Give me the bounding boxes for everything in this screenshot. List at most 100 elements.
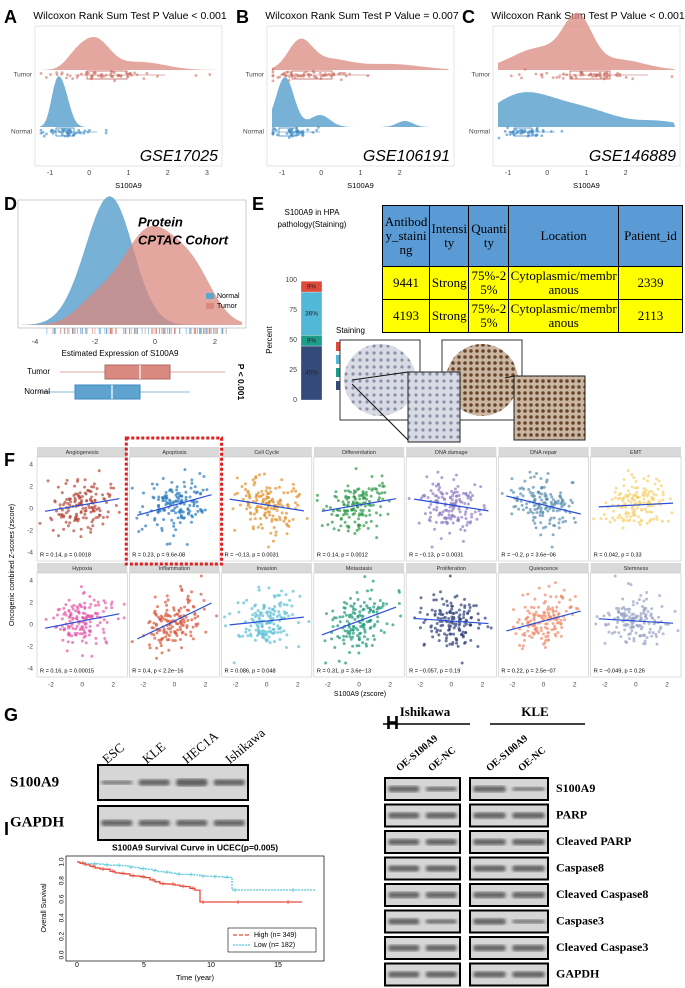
- point: [64, 482, 68, 486]
- point: [179, 507, 183, 511]
- point: [78, 131, 82, 135]
- point: [271, 627, 275, 631]
- point: [290, 613, 294, 617]
- point: [256, 633, 260, 637]
- stat-label: R = −0.13, p = 0.0031: [409, 552, 463, 558]
- y-axis-label: Percent: [265, 325, 274, 353]
- point: [461, 525, 465, 529]
- point: [561, 76, 565, 80]
- facet-title: Invasion: [256, 566, 277, 572]
- point: [233, 528, 237, 532]
- point: [278, 604, 282, 608]
- point: [522, 487, 526, 491]
- p-value: P < 0.001: [236, 364, 246, 401]
- point: [65, 73, 69, 77]
- censor: [191, 886, 195, 891]
- point: [122, 616, 126, 620]
- point: [550, 545, 554, 549]
- point: [276, 631, 280, 635]
- stat-label: R = 0.14, p = 0.0012: [317, 552, 368, 558]
- point: [540, 486, 544, 490]
- facet-panel: [405, 456, 497, 562]
- point: [179, 619, 183, 623]
- point: [419, 596, 423, 600]
- x-tick-label: -1: [505, 170, 511, 177]
- point: [548, 522, 552, 526]
- point: [613, 574, 617, 578]
- point: [172, 524, 176, 528]
- density: [498, 12, 675, 70]
- point: [454, 473, 458, 477]
- point: [536, 506, 540, 510]
- point: [465, 523, 469, 527]
- point: [353, 617, 357, 621]
- blot-band: [176, 778, 208, 787]
- point: [518, 128, 522, 132]
- point: [312, 74, 316, 78]
- point: [528, 507, 532, 511]
- row-label: S100A9: [556, 781, 595, 795]
- point: [189, 486, 193, 490]
- regression-line: [414, 617, 489, 625]
- point: [78, 496, 82, 500]
- point: [449, 601, 453, 605]
- point: [357, 637, 361, 641]
- blot-band: [473, 918, 506, 925]
- point: [199, 592, 203, 596]
- annotation: CPTAC Cohort: [138, 232, 229, 247]
- point: [333, 645, 337, 649]
- point: [497, 136, 501, 140]
- point: [477, 626, 481, 630]
- point: [533, 597, 537, 601]
- blot-band: [388, 865, 420, 872]
- point: [448, 632, 452, 636]
- point: [65, 649, 69, 653]
- point: [531, 491, 535, 495]
- point: [153, 518, 157, 522]
- point: [462, 610, 466, 614]
- point: [459, 603, 463, 607]
- stat-label: R = 0.4, p < 2.2e−16: [132, 668, 183, 674]
- y-tick-label: 0.6: [59, 894, 66, 903]
- point: [630, 612, 634, 616]
- point: [371, 503, 375, 507]
- point: [383, 491, 387, 495]
- point: [150, 626, 154, 630]
- point: [261, 497, 265, 501]
- point: [528, 490, 532, 494]
- point: [463, 641, 467, 645]
- point: [137, 530, 141, 534]
- x-tick-label: 2: [204, 682, 208, 689]
- point: [608, 520, 612, 524]
- point: [320, 524, 324, 528]
- point: [535, 133, 539, 137]
- point: [183, 605, 187, 609]
- point: [223, 615, 227, 619]
- point: [510, 512, 514, 516]
- facet-strip: [498, 447, 589, 457]
- x-tick-label: -2: [92, 337, 99, 346]
- point: [71, 77, 75, 81]
- point: [370, 643, 374, 647]
- blot-band: [425, 786, 457, 792]
- point: [276, 500, 280, 504]
- point: [361, 614, 365, 618]
- point: [463, 528, 467, 532]
- point: [113, 79, 116, 83]
- point: [622, 623, 626, 627]
- point: [437, 633, 441, 637]
- point: [471, 494, 475, 498]
- point: [159, 644, 163, 648]
- point: [196, 509, 200, 513]
- point: [525, 616, 529, 620]
- point: [275, 133, 279, 137]
- censor: [121, 871, 125, 876]
- censor: [291, 888, 295, 892]
- point: [165, 542, 169, 546]
- point: [55, 509, 59, 513]
- censor: [151, 877, 155, 882]
- point: [315, 128, 319, 132]
- blot-band: [388, 945, 420, 951]
- point: [463, 512, 467, 516]
- segment-label: 9%: [307, 337, 317, 344]
